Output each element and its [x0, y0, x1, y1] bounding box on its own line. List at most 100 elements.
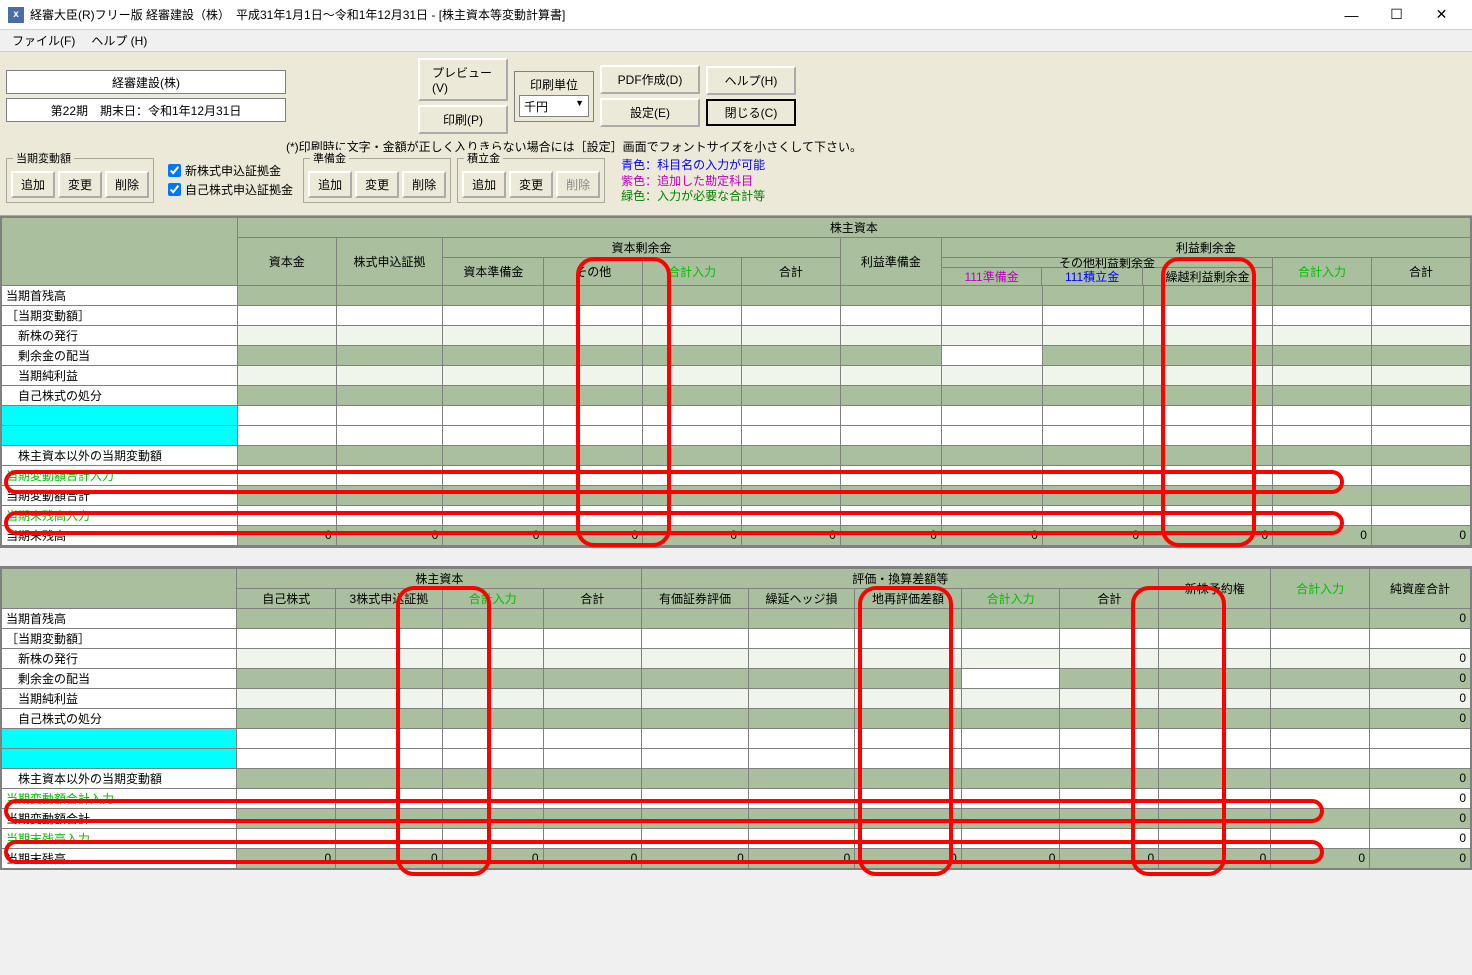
cell[interactable] [336, 425, 443, 445]
cell[interactable]: 0 [1370, 828, 1471, 848]
cell[interactable] [1144, 305, 1273, 325]
cell[interactable]: 0 [1370, 768, 1471, 788]
cell[interactable] [1273, 305, 1372, 325]
cell[interactable] [1371, 345, 1470, 365]
cell[interactable] [336, 485, 443, 505]
cell[interactable] [643, 485, 742, 505]
cell[interactable] [237, 668, 336, 688]
cell[interactable] [443, 465, 544, 485]
cell[interactable] [543, 728, 642, 748]
cell[interactable] [961, 668, 1060, 688]
cell[interactable] [1159, 668, 1271, 688]
maximize-button[interactable]: ☐ [1374, 0, 1419, 30]
cell[interactable] [1371, 485, 1470, 505]
cell[interactable] [840, 305, 941, 325]
cell[interactable] [1371, 445, 1470, 465]
cell[interactable] [941, 465, 1042, 485]
cell[interactable]: 0 [840, 525, 941, 545]
cell[interactable] [1144, 385, 1273, 405]
cell[interactable] [544, 425, 643, 445]
cell[interactable] [237, 425, 336, 445]
cell[interactable] [748, 788, 855, 808]
cell[interactable] [941, 365, 1042, 385]
cell[interactable] [941, 325, 1042, 345]
cell[interactable] [237, 648, 336, 668]
cell[interactable] [1159, 708, 1271, 728]
cell[interactable] [1060, 708, 1159, 728]
cell[interactable]: 0 [1370, 648, 1471, 668]
cell[interactable] [855, 708, 962, 728]
cell[interactable]: 0 [336, 848, 443, 868]
cell[interactable] [840, 385, 941, 405]
cell[interactable]: 0 [1271, 848, 1370, 868]
cell[interactable]: 0 [748, 848, 855, 868]
cell[interactable] [1060, 608, 1159, 628]
cell[interactable] [1271, 628, 1370, 648]
cell[interactable] [237, 325, 336, 345]
cell[interactable] [336, 405, 443, 425]
cell[interactable]: 0 [1370, 608, 1471, 628]
cell[interactable] [336, 365, 443, 385]
cell[interactable] [840, 445, 941, 465]
cell[interactable] [1042, 505, 1143, 525]
cell[interactable] [1271, 688, 1370, 708]
cell[interactable]: 0 [543, 848, 642, 868]
cell[interactable] [1042, 285, 1143, 305]
cell[interactable] [742, 405, 841, 425]
cell[interactable] [642, 808, 749, 828]
cell[interactable] [442, 788, 543, 808]
cell[interactable] [941, 485, 1042, 505]
cell[interactable] [748, 728, 855, 748]
cell[interactable]: 0 [961, 848, 1060, 868]
cell[interactable] [642, 828, 749, 848]
cell[interactable] [543, 708, 642, 728]
cell[interactable] [237, 485, 336, 505]
cell[interactable] [543, 648, 642, 668]
cell[interactable] [237, 365, 336, 385]
g2-add-button[interactable]: 追加 [308, 171, 352, 198]
cell[interactable] [544, 325, 643, 345]
cell[interactable] [961, 628, 1060, 648]
cell[interactable]: 0 [642, 848, 749, 868]
cell[interactable] [1271, 808, 1370, 828]
cell[interactable] [442, 808, 543, 828]
cell[interactable] [643, 385, 742, 405]
cell[interactable] [336, 305, 443, 325]
cell[interactable] [443, 385, 544, 405]
cell[interactable] [1271, 768, 1370, 788]
cell[interactable] [941, 285, 1042, 305]
print-unit-select[interactable]: 千円 [519, 95, 589, 117]
cell[interactable] [742, 385, 841, 405]
cell[interactable] [642, 668, 749, 688]
cell[interactable] [961, 608, 1060, 628]
cell[interactable] [1060, 688, 1159, 708]
cell[interactable] [336, 445, 443, 465]
cell[interactable] [543, 628, 642, 648]
cell[interactable] [840, 345, 941, 365]
cell[interactable] [336, 788, 443, 808]
cell[interactable] [643, 465, 742, 485]
g3-edit-button[interactable]: 変更 [509, 171, 553, 198]
cell[interactable] [1042, 305, 1143, 325]
cell[interactable] [336, 608, 443, 628]
cell[interactable] [443, 365, 544, 385]
cell[interactable] [840, 285, 941, 305]
cell[interactable] [336, 465, 443, 485]
cell[interactable] [443, 485, 544, 505]
cell[interactable] [840, 425, 941, 445]
cell[interactable] [336, 688, 443, 708]
cell[interactable] [642, 768, 749, 788]
cell[interactable] [442, 608, 543, 628]
cell[interactable] [237, 728, 336, 748]
cell[interactable] [544, 345, 643, 365]
cell[interactable] [748, 648, 855, 668]
cell[interactable] [443, 305, 544, 325]
cell[interactable] [442, 668, 543, 688]
close-form-button[interactable]: 閉じる(C) [706, 99, 796, 126]
cell[interactable] [1060, 728, 1159, 748]
cell[interactable] [237, 628, 336, 648]
cell[interactable] [543, 788, 642, 808]
cell[interactable] [961, 688, 1060, 708]
cell[interactable] [543, 748, 642, 768]
cell[interactable] [1042, 385, 1143, 405]
